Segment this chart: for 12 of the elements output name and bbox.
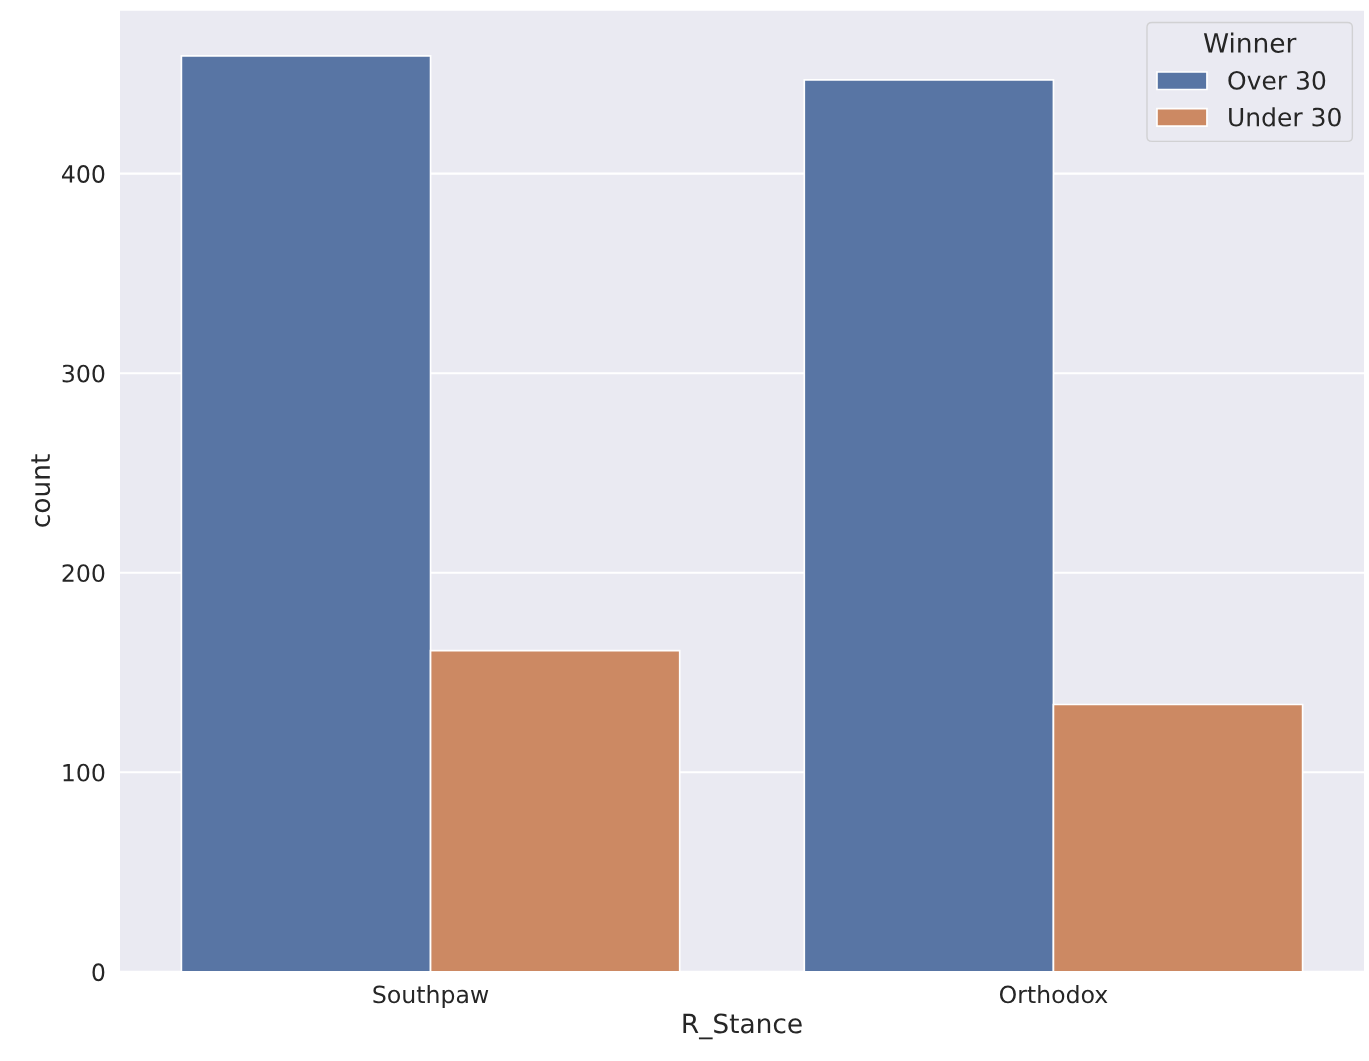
legend-label: Under 30: [1229, 107, 1341, 127]
legend-title: Winner: [1203, 32, 1297, 53]
y-tick-label: 400: [62, 165, 105, 183]
x-tick-label: Orthodox: [999, 985, 1108, 1004]
x-axis-title: R_Stance: [683, 1013, 802, 1040]
legend-label: Over 30: [1228, 70, 1326, 90]
x-tick-label: Southpaw: [373, 985, 489, 1008]
y-tick-label: 100: [63, 763, 105, 782]
y-tick-label: 200: [62, 564, 105, 583]
y-axis-title: count: [31, 454, 51, 527]
y-tick-label: 0: [92, 963, 105, 982]
y-tick-label: 300: [62, 364, 105, 383]
